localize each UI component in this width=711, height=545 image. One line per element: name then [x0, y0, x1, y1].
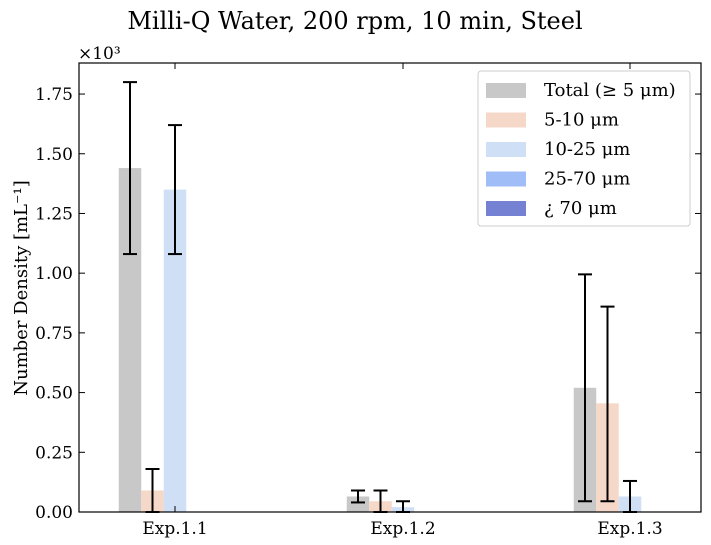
- y-tick-label: 1.50: [35, 145, 73, 165]
- x-tick-label: Exp.1.1: [142, 519, 207, 539]
- legend: Total (≥ 5 μm) 5-10 μm 10-25 μm 25-70 μm ¿ 7…: [477, 70, 691, 227]
- legend-label: 5-10 μm: [544, 110, 619, 131]
- legend-swatch: [486, 83, 526, 98]
- y-axis-multiplier: ×10³: [78, 44, 121, 64]
- legend-label: Total (≥ 5 μm): [544, 80, 676, 101]
- legend-swatch: [486, 112, 526, 128]
- y-axis-label: Number Density [mL⁻¹]: [11, 180, 32, 396]
- legend-swatch: [486, 201, 526, 216]
- bar: [163, 189, 187, 513]
- y-tick-label: 0.75: [35, 324, 73, 344]
- legend-swatch: [486, 142, 526, 157]
- chart-title: Milli-Q Water, 200 rpm, 10 min, Steel: [127, 7, 582, 35]
- y-tick-label: 1.25: [35, 204, 73, 224]
- y-tick-label: 0.50: [35, 384, 73, 404]
- y-tick-label: 0.00: [35, 503, 73, 523]
- y-tick-label: 1.75: [35, 85, 73, 105]
- x-tick-label: Exp.1.2: [370, 519, 435, 539]
- axes-layer: 0.00 0.25 0.50 0.75 1.00 1.25 1.50 1.75 Exp.1.1 E…: [35, 62, 702, 539]
- y-tick-label: 0.25: [35, 443, 73, 463]
- legend-swatch: [486, 171, 526, 187]
- legend-label: ¿ 70 μm: [544, 198, 617, 219]
- x-tick-label: Exp.1.3: [597, 519, 662, 539]
- y-tick-label: 1.00: [35, 264, 73, 284]
- legend-frame: [477, 70, 691, 227]
- bar: [346, 496, 370, 512]
- legend-label: 10-25 μm: [544, 139, 630, 160]
- plot-frame: [78, 62, 702, 513]
- legend-label: 25-70 μm: [544, 169, 630, 190]
